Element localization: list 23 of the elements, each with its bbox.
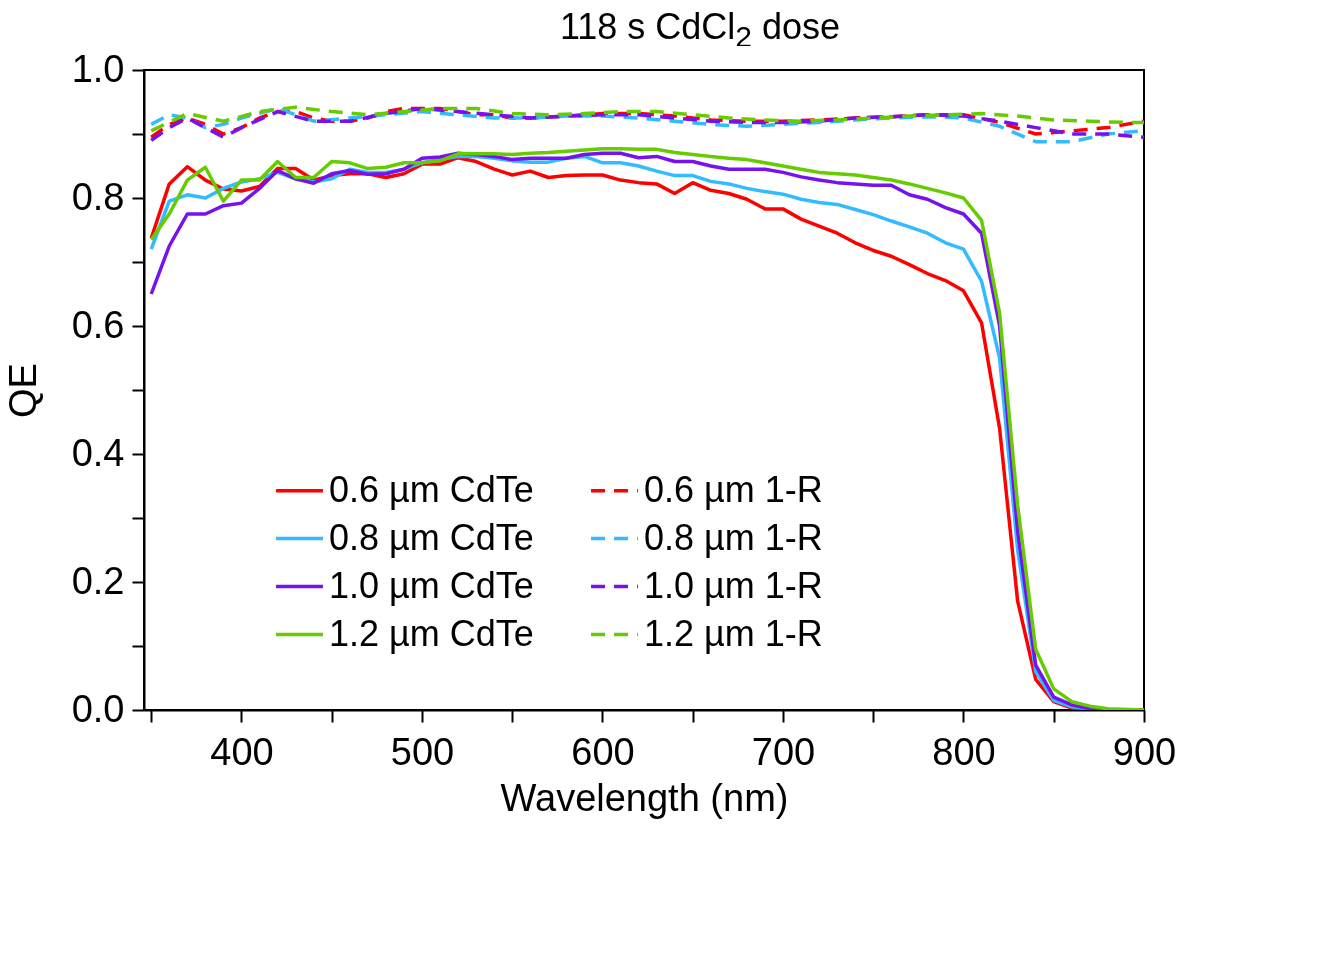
legend-label: 1.2 µm CdTe [329, 612, 534, 654]
y-tick-label: 0.0 [71, 687, 125, 730]
y-axis-title: QE [1, 363, 44, 418]
x-axis-title: Wavelength (nm) [500, 776, 789, 819]
x-tick-label: 600 [571, 730, 635, 773]
legend-label: 0.8 µm CdTe [329, 516, 534, 558]
legend-label: 0.8 µm 1-R [644, 516, 823, 558]
y-tick-label: 0.2 [71, 559, 125, 602]
legend-label: 1.2 µm 1-R [644, 612, 823, 654]
y-tick-label: 0.4 [71, 431, 125, 474]
legend-label: 1.0 µm CdTe [329, 564, 534, 606]
line-series [149, 105, 1144, 133]
x-tick-label: 400 [210, 730, 274, 773]
y-tick-label: 0.8 [71, 175, 125, 218]
y-tick-label: 0.6 [71, 303, 125, 346]
x-tick-label: 900 [1112, 730, 1177, 773]
y-tick-label: 1.0 [71, 47, 125, 90]
x-tick-label: 500 [390, 730, 455, 773]
x-tick-label: 700 [751, 730, 816, 773]
legend-label: 1.0 µm 1-R [644, 564, 823, 606]
legend-label: 0.6 µm CdTe [329, 468, 534, 510]
x-tick-label: 800 [932, 730, 996, 773]
legend-label: 0.6 µm 1-R [644, 468, 823, 510]
